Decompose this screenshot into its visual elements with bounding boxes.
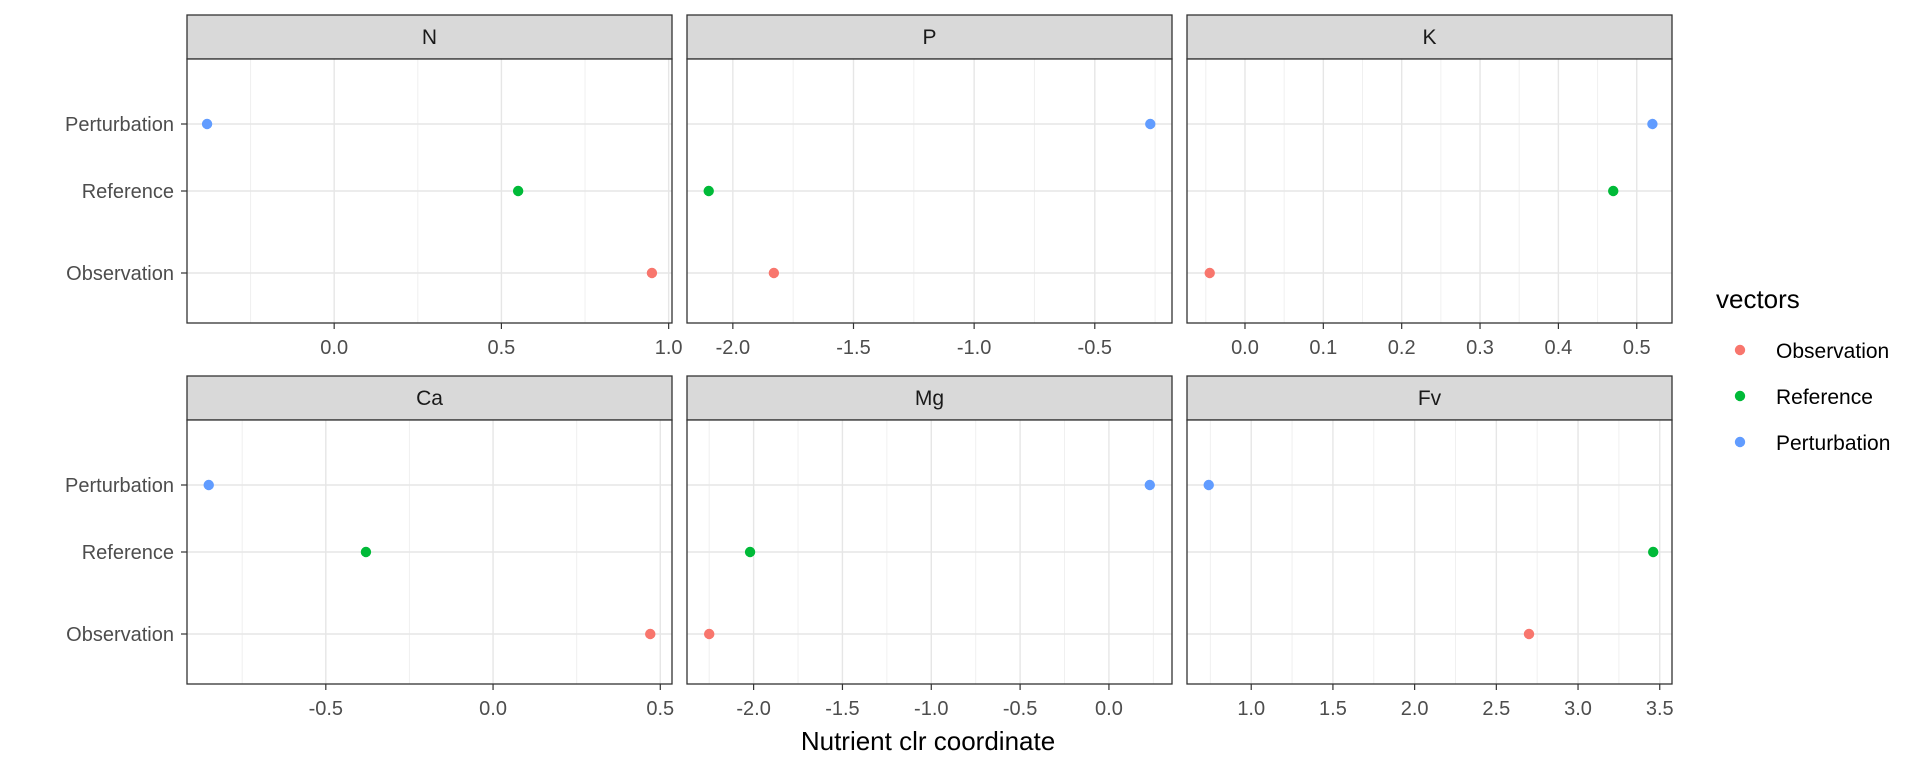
point-perturbation bbox=[1203, 479, 1214, 491]
panel-border bbox=[1186, 419, 1673, 685]
point-perturbation bbox=[201, 118, 213, 130]
x-axis-title: Nutrient clr coordinate bbox=[801, 726, 1055, 756]
y-tick-label: Perturbation bbox=[65, 114, 174, 136]
x-tick-label: 0.1 bbox=[1309, 337, 1337, 359]
facet-strip-label: Ca bbox=[416, 387, 443, 410]
legend-title: vectors bbox=[1716, 284, 1800, 314]
point-reference bbox=[1648, 546, 1659, 558]
x-tick-label: 1.5 bbox=[1319, 698, 1347, 720]
x-tick-label: -1.5 bbox=[836, 337, 870, 359]
legend-label: Reference bbox=[1776, 386, 1873, 409]
facet-panel-fv: Fv 1.0 1.5 2.0 2.5 3.0 3.5 bbox=[1186, 375, 1674, 720]
x-tick-label: -1.5 bbox=[825, 698, 859, 720]
facet-panel-n: N 0.0 0.5 1.0 Observation Reference Perturbati… bbox=[65, 14, 683, 359]
x-tick-label: 3.0 bbox=[1564, 698, 1592, 720]
facet-strip-label: N bbox=[422, 26, 437, 49]
x-tick-label: 2.0 bbox=[1401, 698, 1429, 720]
legend: vectors Observation Reference Perturbation bbox=[1716, 284, 1890, 455]
x-tick-label: 0.0 bbox=[1095, 698, 1123, 720]
facet-panel-mg: Mg -2.0 -1.5 -1.0 -0.5 0.0 bbox=[686, 375, 1173, 720]
y-tick-label: Perturbation bbox=[65, 475, 174, 497]
facet-strip-label: Fv bbox=[1418, 387, 1442, 410]
point-reference bbox=[744, 546, 756, 558]
point-perturbation bbox=[203, 479, 214, 491]
x-tick-label: -0.5 bbox=[1078, 337, 1112, 359]
point-observation bbox=[1523, 628, 1535, 640]
x-tick-label: 0.5 bbox=[488, 337, 516, 359]
point-perturbation bbox=[1144, 479, 1155, 491]
legend-key-observation bbox=[1734, 344, 1746, 356]
legend-label: Observation bbox=[1776, 340, 1889, 363]
facet-panel-p: P -2.0 -1.5 -1.0 -0.5 bbox=[686, 14, 1173, 359]
x-tick-label: -1.0 bbox=[914, 698, 948, 720]
point-observation bbox=[646, 267, 658, 279]
x-tick-label: -2.0 bbox=[736, 698, 770, 720]
x-tick-label: 0.2 bbox=[1388, 337, 1416, 359]
x-tick-label: 3.5 bbox=[1646, 698, 1674, 720]
x-tick-label: 0.3 bbox=[1466, 337, 1494, 359]
legend-key-reference bbox=[1734, 390, 1746, 402]
facet-panel-k: K 0.0 0.1 0.2 0.3 0.4 0.5 bbox=[1186, 14, 1673, 359]
point-perturbation bbox=[1647, 118, 1658, 130]
point-reference bbox=[512, 185, 524, 197]
point-reference bbox=[1608, 185, 1619, 197]
point-perturbation bbox=[1145, 118, 1156, 130]
x-tick-label: 0.0 bbox=[479, 698, 507, 720]
facet-strip bbox=[686, 14, 1173, 60]
facet-strip bbox=[186, 14, 673, 60]
x-tick-label: -0.5 bbox=[1003, 698, 1037, 720]
point-observation bbox=[704, 628, 715, 640]
facet-strip bbox=[186, 375, 673, 421]
panel-border bbox=[686, 419, 1173, 685]
point-reference bbox=[703, 185, 714, 197]
x-tick-label: -2.0 bbox=[716, 337, 750, 359]
legend-key-perturbation bbox=[1734, 436, 1746, 448]
point-observation bbox=[1204, 267, 1215, 279]
x-tick-label: 0.5 bbox=[646, 698, 674, 720]
facet-panel-ca: Ca -0.5 0.0 0.5 Observation Reference Perturba… bbox=[65, 375, 674, 720]
facet-strip-label: K bbox=[1422, 26, 1436, 49]
point-reference bbox=[360, 546, 372, 558]
y-tick-label: Observation bbox=[66, 624, 174, 646]
y-tick-label: Reference bbox=[82, 181, 174, 203]
panel-border bbox=[1186, 58, 1673, 324]
y-tick-label: Reference bbox=[82, 542, 174, 564]
x-tick-label: 0.5 bbox=[1623, 337, 1651, 359]
x-tick-label: -0.5 bbox=[309, 698, 343, 720]
x-tick-label: 0.0 bbox=[320, 337, 348, 359]
x-tick-label: 1.0 bbox=[655, 337, 683, 359]
legend-label: Perturbation bbox=[1776, 432, 1890, 455]
x-tick-label: 0.0 bbox=[1231, 337, 1259, 359]
panel-border bbox=[686, 58, 1173, 324]
x-tick-label: 2.5 bbox=[1482, 698, 1510, 720]
facet-strip-label: Mg bbox=[915, 387, 944, 410]
facet-strip bbox=[1186, 14, 1673, 60]
point-observation bbox=[768, 267, 780, 279]
x-tick-label: 1.0 bbox=[1237, 698, 1265, 720]
y-tick-label: Observation bbox=[66, 263, 174, 285]
x-tick-label: 0.4 bbox=[1544, 337, 1572, 359]
x-tick-label: -1.0 bbox=[957, 337, 991, 359]
facet-strip-label: P bbox=[922, 26, 936, 49]
facet-strip bbox=[686, 375, 1173, 421]
point-observation bbox=[645, 628, 656, 640]
